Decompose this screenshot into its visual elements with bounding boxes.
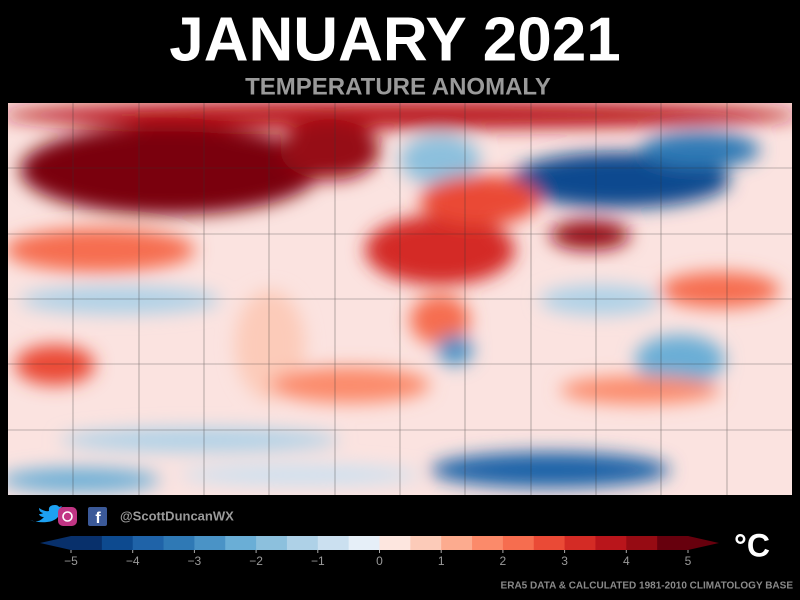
colorbar-tick-label: −3 bbox=[188, 554, 202, 568]
colorbar-tick-label: 4 bbox=[623, 554, 630, 568]
social-icons: f bbox=[30, 505, 107, 527]
colorbar-segment bbox=[441, 536, 473, 550]
colorbar-tick-label: 0 bbox=[376, 554, 383, 568]
colorbar-segment bbox=[101, 536, 134, 550]
colorbar-segment bbox=[626, 536, 658, 550]
colorbar-tick-label: −5 bbox=[64, 554, 78, 568]
colorbar-unit: °C bbox=[734, 527, 770, 563]
svg-text:f: f bbox=[95, 510, 101, 527]
colorbar-tick-label: −2 bbox=[249, 554, 263, 568]
colorbar-tick-label: 1 bbox=[438, 554, 445, 568]
colorbar-segment bbox=[348, 536, 380, 550]
colorbar-segment bbox=[379, 536, 411, 550]
colorbar-segment bbox=[472, 536, 504, 550]
colorbar: −5 −4 −3 −2 −1 0 1 2 3 4 5 bbox=[40, 536, 719, 568]
colorbar-segment bbox=[533, 536, 566, 550]
colorbar-segment bbox=[71, 536, 103, 550]
colorbar-segment bbox=[595, 536, 627, 550]
colorbar-over bbox=[688, 536, 719, 550]
anomaly-map bbox=[8, 103, 792, 495]
colorbar-segment bbox=[256, 536, 288, 550]
colorbar-tick-label: 5 bbox=[685, 554, 692, 568]
colorbar-tick-label: 2 bbox=[500, 554, 507, 568]
colorbar-segment bbox=[286, 536, 319, 550]
colorbar-tick-label: −4 bbox=[126, 554, 140, 568]
subtitle: TEMPERATURE ANOMALY bbox=[245, 73, 551, 100]
colorbar-segment bbox=[132, 536, 165, 550]
colorbar-segment bbox=[194, 536, 226, 550]
colorbar-segment bbox=[564, 536, 596, 550]
colorbar-tick-label: 3 bbox=[561, 554, 568, 568]
colorbar-segment bbox=[163, 536, 195, 550]
twitter-icon[interactable] bbox=[30, 505, 62, 523]
colorbar-segment bbox=[657, 536, 689, 550]
colorbar-tick-label: −1 bbox=[311, 554, 325, 568]
colorbar-segment bbox=[410, 536, 442, 550]
colorbar-segment bbox=[502, 536, 535, 550]
title: JANUARY 2021 bbox=[169, 5, 620, 74]
colorbar-segment bbox=[225, 536, 257, 550]
facebook-icon[interactable] bbox=[88, 507, 107, 526]
handle: @ScottDuncanWX bbox=[120, 508, 234, 523]
credit: ERA5 DATA & CALCULATED 1981-2010 CLIMATO… bbox=[501, 581, 794, 592]
instagram-icon[interactable] bbox=[58, 507, 77, 526]
colorbar-under bbox=[40, 536, 71, 550]
colorbar-segment bbox=[317, 536, 350, 550]
